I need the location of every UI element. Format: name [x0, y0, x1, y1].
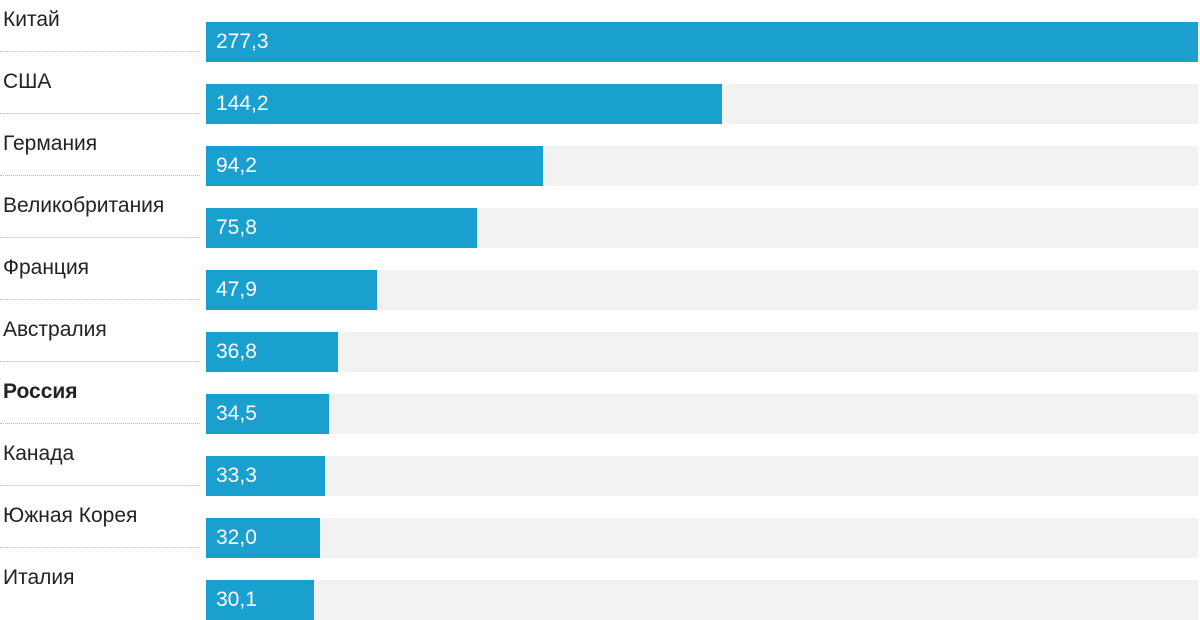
bar [206, 146, 543, 186]
bar-track: 94,2 [206, 146, 1198, 186]
value-label: 36,8 [216, 340, 257, 363]
value-label: 47,9 [216, 278, 257, 301]
bar-track: 33,3 [206, 456, 1198, 496]
row-divider [0, 423, 200, 424]
bar [206, 580, 314, 620]
bar-row: Россия 34,5 [0, 372, 1200, 434]
category-label: Австралия [3, 318, 107, 341]
value-label: 32,0 [216, 526, 257, 549]
row-divider [0, 51, 200, 52]
bar [206, 518, 320, 558]
category-label: Китай [3, 8, 60, 31]
bar [206, 270, 377, 310]
value-label: 277,3 [216, 30, 269, 53]
bar [206, 84, 722, 124]
bar-row: Германия 94,2 [0, 124, 1200, 186]
bar-row: Великобритания 75,8 [0, 186, 1200, 248]
bar-track: 32,0 [206, 518, 1198, 558]
row-divider [0, 175, 200, 176]
bar-track: 47,9 [206, 270, 1198, 310]
bar-track: 34,5 [206, 394, 1198, 434]
bar-track: 75,8 [206, 208, 1198, 248]
category-label: Россия [3, 380, 78, 403]
row-divider [0, 237, 200, 238]
category-label: Германия [3, 132, 98, 155]
value-label: 30,1 [216, 588, 257, 611]
bar-track: 144,2 [206, 84, 1198, 124]
row-divider [0, 485, 200, 486]
category-label: Канада [3, 442, 75, 465]
bar-row: Канада 33,3 [0, 434, 1200, 496]
bar-row: Китай 277,3 [0, 0, 1200, 62]
bar [206, 394, 329, 434]
category-label: Южная Корея [3, 504, 138, 527]
row-divider [0, 113, 200, 114]
bar-row: Франция 47,9 [0, 248, 1200, 310]
category-label: США [3, 70, 52, 93]
category-label: Великобритания [3, 194, 165, 217]
bar-row: Австралия 36,8 [0, 310, 1200, 372]
bar-row: Италия 30,1 [0, 558, 1200, 620]
row-divider [0, 361, 200, 362]
bar [206, 332, 338, 372]
row-divider [0, 547, 200, 548]
value-label: 144,2 [216, 92, 269, 115]
value-label: 33,3 [216, 464, 257, 487]
bar-track: 277,3 [206, 22, 1198, 62]
value-label: 94,2 [216, 154, 257, 177]
bar-row: США 144,2 [0, 62, 1200, 124]
bar-row: Южная Корея 32,0 [0, 496, 1200, 558]
value-label: 75,8 [216, 216, 257, 239]
bar-track: 30,1 [206, 580, 1198, 620]
bar [206, 456, 325, 496]
bar-track: 36,8 [206, 332, 1198, 372]
row-divider [0, 299, 200, 300]
category-label: Франция [3, 256, 90, 279]
bar [206, 208, 477, 248]
bar [206, 22, 1198, 62]
value-label: 34,5 [216, 402, 257, 425]
category-label: Италия [3, 566, 75, 589]
